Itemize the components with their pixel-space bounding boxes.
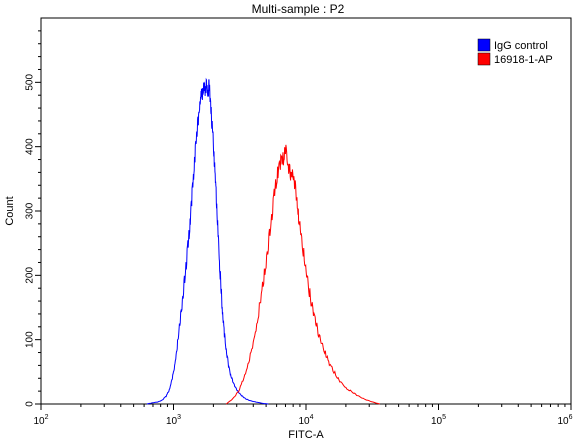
plot-area-frame [40,17,572,405]
y-tick-label: 500 [25,74,36,91]
legend: IgG control 16918-1-AP [477,38,553,66]
x-tick-label: 106 [557,414,572,427]
x-axis-label: FITC-A [288,429,324,441]
y-tick-label: 300 [25,202,36,219]
x-tick-exponent: 2 [45,414,49,421]
x-tick-base: 10 [33,416,45,427]
series-lines [146,77,380,405]
y-tick-label: 100 [25,331,36,348]
y-tick-label: 0 [25,401,36,407]
legend-label: 16918-1-AP [494,54,553,66]
x-tick-label: 102 [33,414,48,427]
legend-swatch [477,38,491,52]
y-tick-label: 400 [25,138,36,155]
x-tick-label: 103 [166,414,181,427]
x-tick-base: 10 [166,416,178,427]
x-tick-base: 10 [557,416,569,427]
x-axis-ticks: 102 103 104 105 106 [33,404,573,427]
y-axis-label: Count [4,196,16,225]
x-tick-label: 104 [298,414,313,427]
series-line-2 [225,144,380,405]
x-tick-exponent: 4 [310,414,314,421]
x-tick-exponent: 3 [177,414,181,421]
series-line-1 [146,77,269,405]
y-axis-ticks: 0 100 200 300 400 500 [25,30,41,407]
x-tick-label: 105 [431,414,446,427]
legend-label: IgG control [494,40,548,52]
x-tick-exponent: 5 [442,414,446,421]
x-tick-base: 10 [431,416,443,427]
chart-title: Multi-sample : P2 [252,2,345,16]
x-tick-exponent: 6 [569,414,573,421]
y-tick-label: 200 [25,267,36,284]
x-tick-base: 10 [298,416,310,427]
legend-swatch [477,52,491,66]
